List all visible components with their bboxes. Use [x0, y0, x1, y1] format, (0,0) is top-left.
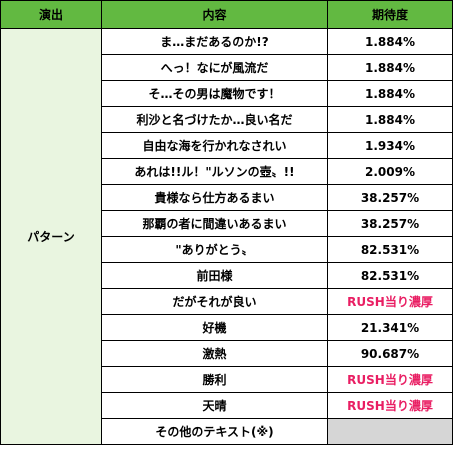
content-cell: あれは!!ル！"ルソンの壺〟!! — [101, 158, 328, 185]
expectation-cell: 90.687% — [327, 340, 453, 367]
content-cell: そ…その男は魔物です！ — [101, 80, 328, 107]
content-cell: 自由な海を行かれなされい — [101, 132, 328, 159]
header-kitaido: 期待度 — [327, 0, 453, 29]
content-cell: へっ！なにが風流だ — [101, 54, 328, 81]
expectation-cell: 21.341% — [327, 314, 453, 341]
table-header-row: 演出 内容 期待度 — [0, 0, 453, 29]
table-row: 勝利 RUSH当り濃厚 — [1, 366, 453, 393]
table-row: パターン ま…まだあるのか!? 1.884% — [0, 28, 453, 445]
table-row: だがそれが良い RUSH当り濃厚 — [1, 288, 453, 315]
header-enshutsu: 演出 — [0, 0, 102, 29]
expectation-cell: 82.531% — [327, 236, 453, 263]
expectation-cell: 1.934% — [327, 132, 453, 159]
expectation-cell: 1.884% — [327, 28, 453, 55]
expectation-cell: 2.009% — [327, 158, 453, 185]
expectation-cell: 1.884% — [327, 54, 453, 81]
content-cell: 天晴 — [101, 392, 328, 419]
content-cell: 利沙と名づけたか…良い名だ — [101, 106, 328, 133]
table-row: 貴様なら仕方あるまい 38.257% — [1, 184, 453, 211]
table-row: あれは!!ル！"ルソンの壺〟!! 2.009% — [1, 158, 453, 185]
expectation-cell: 82.531% — [327, 262, 453, 289]
table-row: その他のテキスト(※) — [1, 418, 453, 445]
expectation-cell-empty — [327, 418, 453, 445]
table-row: へっ！なにが風流だ 1.884% — [1, 54, 453, 81]
header-naiyou: 内容 — [101, 0, 328, 29]
expectation-cell-rush: RUSH当り濃厚 — [327, 392, 453, 419]
content-cell: 前田様 — [101, 262, 328, 289]
expectation-table: 演出 内容 期待度 パターン ま…まだあるのか!? 1.884% へっ！なにが風… — [0, 0, 453, 445]
expectation-cell-rush: RUSH当り濃厚 — [327, 366, 453, 393]
table-row: 利沙と名づけたか…良い名だ 1.884% — [1, 106, 453, 133]
expectation-cell: 1.884% — [327, 106, 453, 133]
content-cell: 那覇の者に間違いあるまい — [101, 210, 328, 237]
table-row: 激熱 90.687% — [1, 340, 453, 367]
content-cell: "ありがとう〟 — [101, 236, 328, 263]
group-label-pattern: パターン — [0, 28, 102, 445]
content-cell: ま…まだあるのか!? — [101, 28, 328, 55]
content-cell: その他のテキスト(※) — [101, 418, 328, 445]
table-row: 那覇の者に間違いあるまい 38.257% — [1, 210, 453, 237]
table-row: 自由な海を行かれなされい 1.934% — [1, 132, 453, 159]
expectation-cell: 1.884% — [327, 80, 453, 107]
table-row: "ありがとう〟 82.531% — [1, 236, 453, 263]
table-row: 好機 21.341% — [1, 314, 453, 341]
table-row: 天晴 RUSH当り濃厚 — [1, 392, 453, 419]
expectation-cell: 38.257% — [327, 210, 453, 237]
content-cell: 激熱 — [101, 340, 328, 367]
expectation-cell: 38.257% — [327, 184, 453, 211]
content-cell: 貴様なら仕方あるまい — [101, 184, 328, 211]
content-cell: 勝利 — [101, 366, 328, 393]
content-cell: 好機 — [101, 314, 328, 341]
expectation-cell-rush: RUSH当り濃厚 — [327, 288, 453, 315]
content-cell: だがそれが良い — [101, 288, 328, 315]
